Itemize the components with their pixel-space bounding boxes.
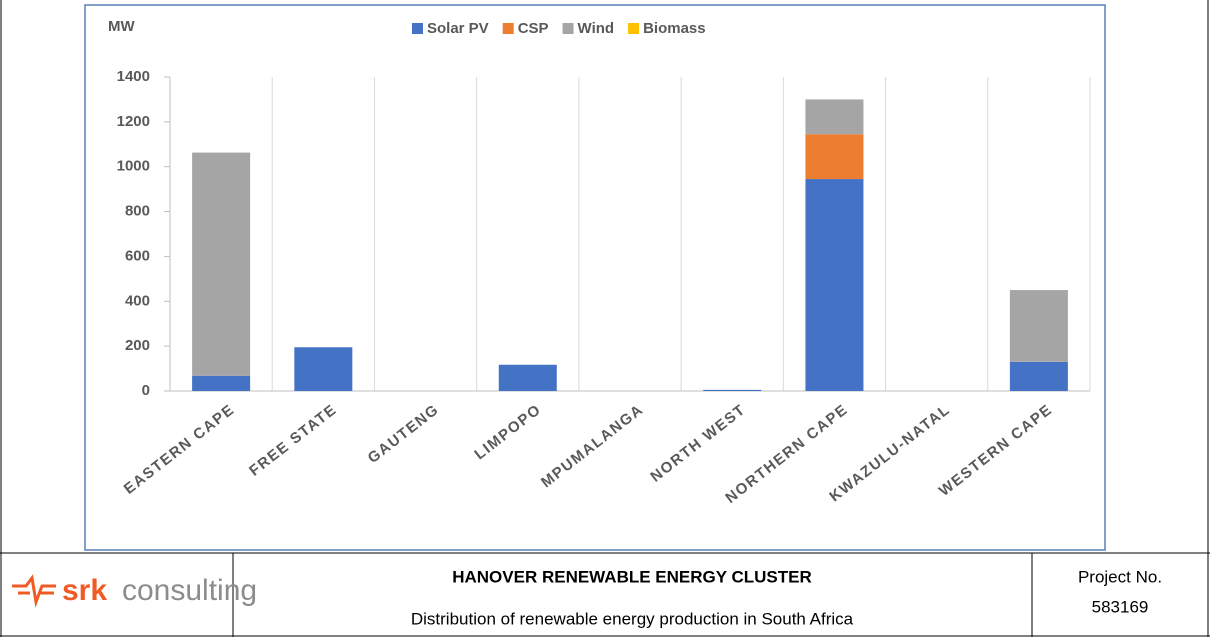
bar-segment — [192, 152, 251, 376]
logo-icon — [12, 574, 56, 608]
x-tick-label: FREE STATE — [246, 401, 340, 480]
y-tick-label: 1000 — [117, 158, 150, 175]
bar-segment — [703, 389, 762, 391]
y-tick-label: 0 — [142, 382, 150, 399]
x-tick-label: WESTERN CAPE — [936, 401, 1056, 500]
legend-swatch — [562, 23, 574, 34]
bar-segment — [294, 347, 353, 391]
logo-word: consulting — [122, 574, 257, 607]
bar-segment — [805, 134, 864, 180]
x-tick-label: NORTH WEST — [647, 401, 749, 486]
x-tick-label: GAUTENG — [365, 401, 443, 467]
y-tick-label: 600 — [125, 247, 150, 264]
bar-segment — [805, 99, 864, 135]
legend-swatch — [628, 23, 640, 34]
legend-swatch — [502, 23, 514, 34]
legend-label: Biomass — [643, 20, 706, 37]
y-tick-label: 200 — [125, 337, 150, 354]
y-tick-label: 400 — [125, 292, 150, 309]
figure-title: HANOVER RENEWABLE ENERGY CLUSTER — [452, 567, 812, 586]
legend-swatch — [412, 23, 423, 34]
bar-segment — [1009, 361, 1068, 391]
figure-subtitle: Distribution of renewable energy product… — [411, 609, 854, 628]
legend-label: Wind — [578, 20, 615, 37]
chart-frame — [84, 4, 1106, 551]
bar-segment — [805, 179, 864, 391]
y-tick-label: 1200 — [117, 113, 150, 130]
x-tick-label: EASTERN CAPE — [121, 401, 238, 498]
project-label: Project No. — [1078, 567, 1162, 586]
legend-label: CSP — [518, 20, 549, 37]
bar-segment — [1009, 290, 1068, 362]
legend-label: Solar PV — [427, 20, 489, 37]
project-number: 583169 — [1092, 597, 1149, 616]
y-axis-label: MW — [108, 18, 135, 35]
bar-segment — [498, 364, 557, 391]
logo-brand: srk — [62, 574, 107, 607]
y-tick-label: 1400 — [117, 68, 150, 85]
bar-segment — [192, 375, 251, 391]
y-tick-label: 800 — [125, 203, 150, 220]
x-tick-label: LIMPOPO — [471, 401, 544, 463]
x-tick-label: MPUMALANGA — [538, 401, 647, 491]
